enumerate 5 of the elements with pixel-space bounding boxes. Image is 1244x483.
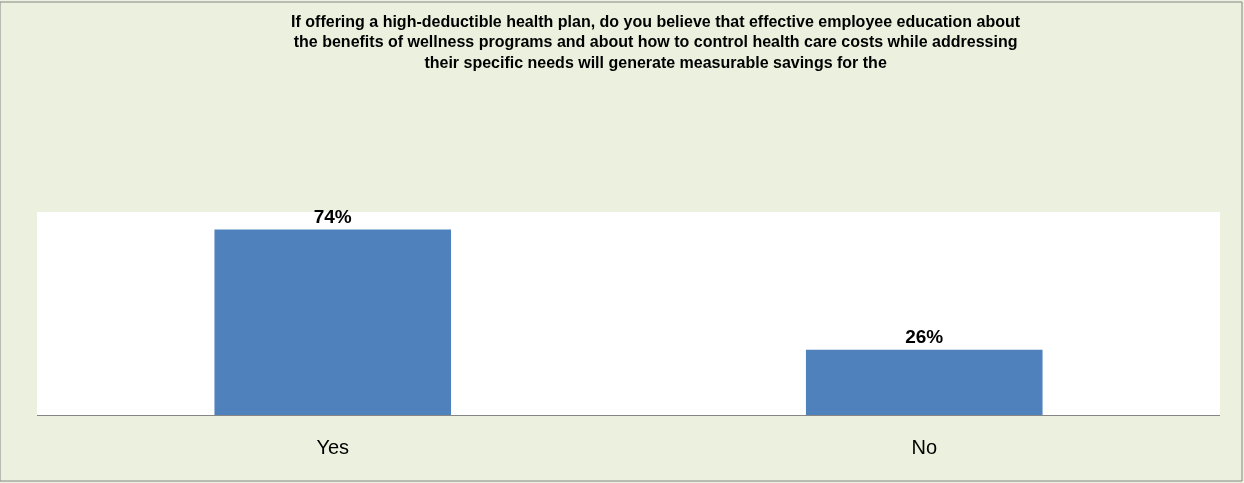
x-tick-label: No xyxy=(911,436,938,458)
data-label: 26% xyxy=(905,325,944,347)
data-label: 74% xyxy=(313,205,352,227)
x-tick-label: Yes xyxy=(316,436,350,458)
chart-title: If offering a high-deductible health plan, do you believe that effective employee education about the benefits of wellness programs and about how to control health care costs while addressing their specific needs will generate measurable savings for the xyxy=(291,12,1021,72)
